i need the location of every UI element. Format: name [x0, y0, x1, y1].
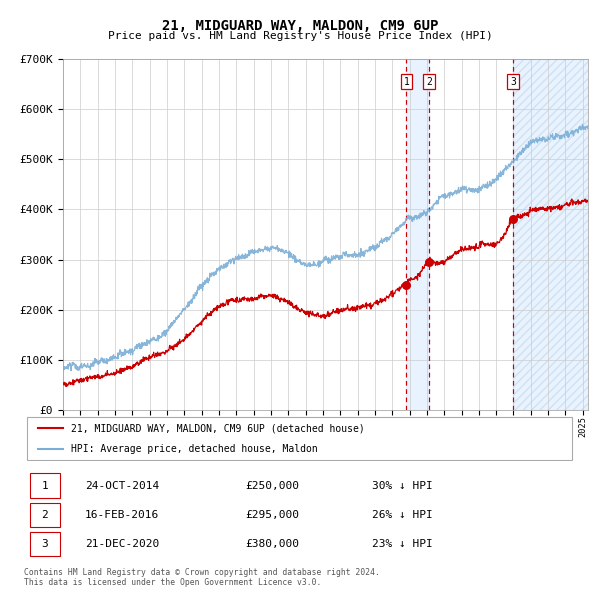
Text: 3: 3 [510, 77, 516, 87]
Text: 1: 1 [41, 481, 48, 490]
Text: 3: 3 [41, 539, 48, 549]
Text: 24-OCT-2014: 24-OCT-2014 [85, 481, 159, 490]
Text: 23% ↓ HPI: 23% ↓ HPI [372, 539, 433, 549]
FancyBboxPatch shape [29, 503, 60, 527]
Text: 21, MIDGUARD WAY, MALDON, CM9 6UP: 21, MIDGUARD WAY, MALDON, CM9 6UP [162, 19, 438, 33]
Bar [406, 59, 429, 410]
Text: 2: 2 [41, 510, 48, 520]
Text: £380,000: £380,000 [245, 539, 299, 549]
Text: 2: 2 [426, 77, 432, 87]
Text: 21, MIDGUARD WAY, MALDON, CM9 6UP (detached house): 21, MIDGUARD WAY, MALDON, CM9 6UP (detac… [71, 423, 365, 433]
Text: 21-DEC-2020: 21-DEC-2020 [85, 539, 159, 549]
Text: £250,000: £250,000 [245, 481, 299, 490]
Bar [513, 59, 588, 410]
Text: Price paid vs. HM Land Registry's House Price Index (HPI): Price paid vs. HM Land Registry's House … [107, 31, 493, 41]
Text: 1: 1 [403, 77, 409, 87]
FancyBboxPatch shape [27, 417, 572, 460]
Text: HPI: Average price, detached house, Maldon: HPI: Average price, detached house, Mald… [71, 444, 317, 454]
Text: £295,000: £295,000 [245, 510, 299, 520]
Text: 26% ↓ HPI: 26% ↓ HPI [372, 510, 433, 520]
Text: 16-FEB-2016: 16-FEB-2016 [85, 510, 159, 520]
FancyBboxPatch shape [29, 532, 60, 556]
Text: 30% ↓ HPI: 30% ↓ HPI [372, 481, 433, 490]
Text: Contains HM Land Registry data © Crown copyright and database right 2024.
This d: Contains HM Land Registry data © Crown c… [24, 568, 380, 587]
Bar [513, 59, 588, 410]
FancyBboxPatch shape [29, 473, 60, 498]
